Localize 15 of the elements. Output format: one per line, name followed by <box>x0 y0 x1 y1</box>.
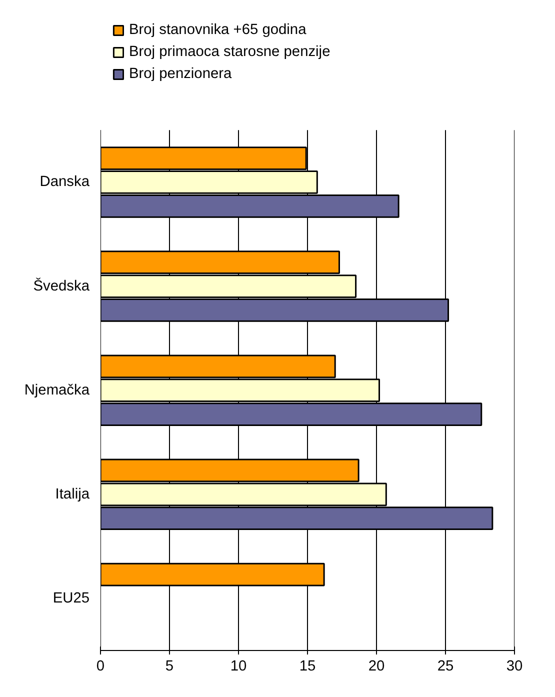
x-tick-label: 0 <box>96 658 105 674</box>
x-tick-label: 30 <box>506 658 523 674</box>
x-tick-label: 5 <box>165 658 174 674</box>
x-tick-label: 10 <box>230 658 247 674</box>
legend-label: Broj primaoca starosne penzije <box>129 44 330 60</box>
legend-label: Broj stanovnika +65 godina <box>129 22 306 38</box>
y-tick-label: Italija <box>55 486 90 502</box>
x-tick-label: 15 <box>299 658 316 674</box>
x-tick-label: 25 <box>437 658 454 674</box>
y-tick-label: EU25 <box>52 590 90 606</box>
y-tick-label: Danska <box>40 174 90 190</box>
y-tick-label: Njemačka <box>24 382 90 398</box>
legend-label: Broj penzionera <box>129 66 232 82</box>
x-tick-label: 20 <box>368 658 385 674</box>
y-tick-label: Švedska <box>33 277 90 294</box>
